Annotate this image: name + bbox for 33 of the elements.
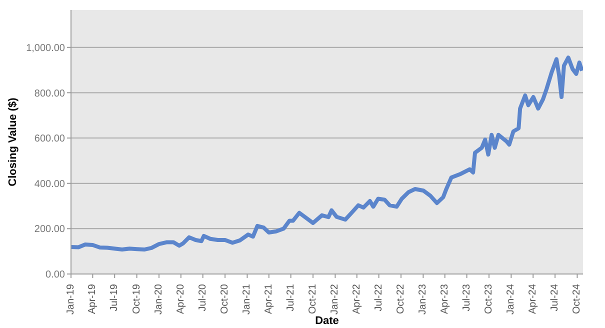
y-tick-label: 200.00	[34, 224, 66, 236]
x-tick-label: Apr-22	[351, 284, 362, 314]
x-tick-label: Oct-21	[308, 284, 319, 314]
x-tick-label: Jan-20	[153, 284, 164, 315]
x-tick-label: Apr-23	[439, 284, 450, 314]
y-tick-label: 1,000.00	[26, 42, 66, 54]
x-axis-title: Date	[315, 315, 339, 327]
x-tick-label: Jan-19	[66, 284, 76, 315]
x-tick-label: Jul-21	[285, 284, 296, 312]
x-tick-label: Jul-20	[197, 284, 208, 312]
x-tick-label: Jan-21	[242, 284, 253, 315]
x-tick-label: Oct-19	[131, 284, 142, 314]
x-tick-label: Jul-24	[550, 284, 561, 312]
x-tick-label: Jul-19	[109, 284, 120, 312]
y-axis-title: Closing Value ($)	[6, 97, 19, 186]
x-tick-label: Jul-22	[373, 284, 384, 312]
line-series	[71, 56, 583, 252]
x-tick-label: Jul-23	[461, 284, 472, 312]
x-tick-label: Oct-20	[220, 284, 231, 314]
x-tick-label: Oct-23	[483, 284, 494, 314]
x-tick-label: Apr-20	[175, 284, 186, 314]
x-tick-label: Jan-22	[330, 284, 341, 315]
x-tick-label: Apr-19	[87, 284, 98, 314]
y-tick-label: 800.00	[34, 88, 66, 100]
x-tick-label: Oct-24	[572, 284, 583, 314]
x-tick-label: Jan-24	[506, 284, 517, 315]
x-tick-label: Jan-23	[418, 284, 429, 315]
y-tick-label: 400.00	[34, 178, 66, 190]
x-tick-label: Apr-21	[263, 284, 274, 314]
x-tick-label: Oct-22	[396, 284, 407, 314]
x-tick-label: Apr-24	[528, 284, 539, 314]
y-tick-label: 600.00	[34, 134, 66, 145]
y-tick-label: 0.00	[46, 270, 66, 281]
